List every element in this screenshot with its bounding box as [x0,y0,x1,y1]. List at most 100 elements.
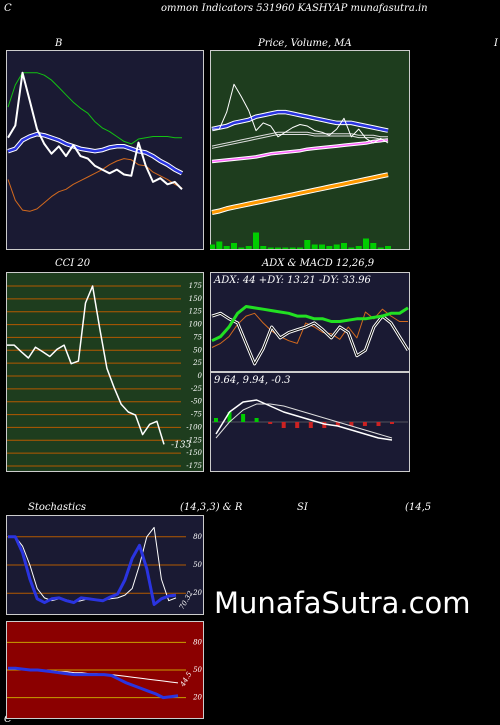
cci-tick-label: -150 [186,449,202,457]
volume-bar [377,247,384,249]
cci-tick-label: 150 [189,295,203,303]
stochastics-tick-label: 50 [193,561,202,569]
plus-dy-line [211,312,409,365]
macd-histogram-bar [295,422,300,428]
stochastics-tick-label: 80 [193,533,202,541]
rsi-tick-label: 20 [192,694,202,702]
macd-chart [210,372,410,472]
page-title: ommon Indicators 531960 KASHYAP munafasu… [161,3,428,14]
volume-bar [210,244,215,249]
price-volume-ma-label: Price, Volume, MA [258,38,352,49]
volume-bar [289,247,296,249]
macd-histogram-bar [268,422,273,424]
adx-line [211,305,409,343]
cci-tick-label: 50 [193,346,202,354]
volume-bar [333,244,340,249]
cci-tick-label: -175 [186,462,202,470]
cci-tick-label: -100 [186,423,202,431]
volume-bar [223,246,230,249]
volume-bar [355,246,362,249]
ma-pink-line [211,139,389,163]
macd-histogram-bar [390,422,394,424]
macd-histogram-bar [227,412,232,422]
adx-macd-label: ADX & MACD 12,26,9 [262,258,375,269]
cci-tick-label: 100 [189,321,203,329]
cci-tick-label: -25 [191,385,203,393]
rsi-line [8,666,179,700]
cci-tick-label: 25 [192,359,202,367]
cci-tick-label: 175 [189,282,203,290]
macd-histogram-bar [241,414,246,422]
macd-histogram-bar [322,422,327,428]
cci-tick-label: -75 [191,411,203,419]
bollinger-price-line [7,71,183,190]
ma-orange-line [211,173,389,214]
volume-bar [245,246,252,249]
cci-chart: 175 150 125 100 75 50 25 0 -25 -50 -75 -100 -125 -150… [6,272,204,472]
volume-bar [341,243,347,249]
cci-last-value: -133 [171,440,191,450]
volume-bar [267,247,274,249]
cci-tick-label: 125 [189,308,203,316]
volume-bar [253,232,259,249]
cci-tick-label: -125 [186,436,202,444]
bollinger-lower-band [7,158,183,212]
cci-label: CCI 20 [55,258,91,269]
price-line [212,83,389,144]
volume-bar [370,243,377,249]
macd-histogram-bar [335,422,340,426]
macd-histogram-bar [254,418,259,422]
volume-bar [385,246,391,249]
volume-bar [363,238,369,249]
bollinger-chart [6,50,204,250]
ma-white-line-2 [211,134,388,149]
rsi-tick-label: 50 [193,666,202,674]
adx-chart [210,272,410,372]
cci-tick-label: 0 [198,372,203,380]
stochastics-k-line [8,535,177,606]
header-letter: C [4,3,12,14]
cci-tick-label: -50 [191,398,203,406]
volume-bar [326,246,333,249]
bollinger-upper-band [7,72,182,145]
volume-bar [216,241,223,249]
ma-blue-line [211,110,389,132]
price-volume-ma-chart [210,50,410,250]
volume-bar [238,247,245,249]
volume-bar [319,244,325,249]
ma-white-line [211,131,388,147]
macd-histogram-bar [214,418,218,422]
volume-bar [260,246,267,249]
volume-bar [297,247,303,249]
macd-histogram-bar [308,422,313,428]
stochastics-tick-label: 20 [192,589,202,597]
cci-tick-label: 75 [193,333,202,341]
macd-histogram-bar [362,422,367,426]
macd-line [215,399,393,441]
volume-bar [304,240,311,249]
macd-histogram-bar [349,422,354,426]
rsi-tick-label: 80 [193,638,202,646]
watermark: MunafaSutra.com [214,586,471,620]
volume-bar [275,247,281,249]
cci-background [6,272,204,472]
bottom-letter: C [4,714,12,725]
volume-bar [311,244,318,249]
volume-bar [348,247,355,249]
bollinger-label: B [55,38,63,49]
adx-readout: ADX: 44 +DY: 13.21 -DY: 33.96 [214,275,371,286]
macd-histogram-bar [281,422,286,428]
rsi-params: (14,5 [405,502,432,513]
macd-signal-line [215,403,393,439]
volume-bar [231,243,237,249]
stochastics-label: Stochastics [28,502,86,513]
stochastics-params: (14,3,3) & R [180,502,243,513]
cci-line [7,285,165,445]
bollinger-middle-band [7,132,183,175]
macd-histogram-bar [376,422,381,426]
macd-readout: 9.64, 9.94, -0.3 [214,375,291,386]
rsi-label: SI [297,502,308,513]
right-edge-label: I [494,38,498,49]
